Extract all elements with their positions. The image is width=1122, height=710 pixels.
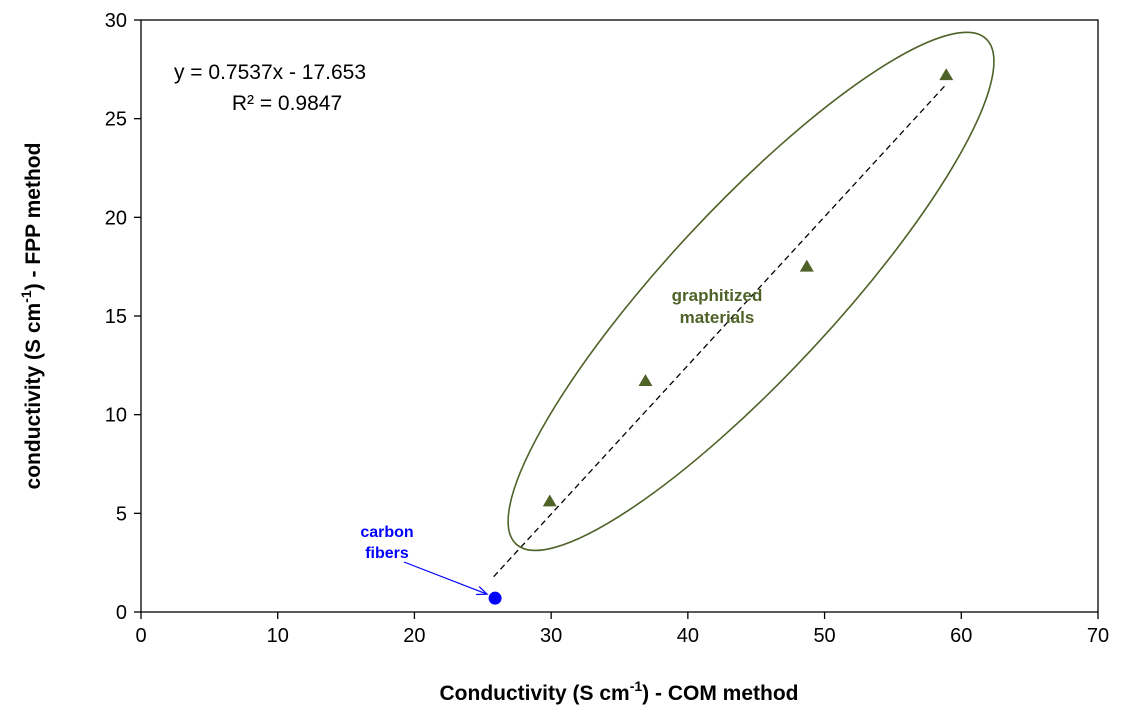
- x-tick-label: 70: [1087, 625, 1109, 647]
- y-tick-label: 25: [105, 109, 127, 131]
- x-tick-label: 0: [135, 625, 146, 647]
- carbon-fibers-label-line2: fibers: [365, 545, 409, 562]
- y-tick-label: 5: [116, 503, 127, 525]
- trendline: [493, 83, 947, 578]
- annotations-layer: graphitized materials carbon fibers: [360, 286, 763, 596]
- graphitized-label-line1: graphitized: [672, 286, 763, 305]
- y-tick-label: 15: [105, 306, 127, 328]
- x-axis-title: Conductivity (S cm-1) - COM method: [440, 678, 799, 705]
- x-tick-label: 20: [403, 625, 425, 647]
- x-tick-label: 40: [677, 625, 699, 647]
- trendline-equation: y = 0.7537x - 17.653: [174, 61, 366, 84]
- y-axis-title-tail: ) - FPP method: [22, 143, 45, 291]
- x-axis-title-sup: -1: [630, 678, 643, 694]
- carbon-fibers-arrow-line: [403, 561, 488, 595]
- x-tick-label: 50: [813, 625, 835, 647]
- graphitized-label-line2: materials: [680, 308, 755, 327]
- carbon-fibers-label-line1: carbon: [360, 524, 413, 541]
- x-tick-label: 10: [267, 625, 289, 647]
- y-tick-label: 30: [105, 10, 127, 32]
- triangle-data-point: [799, 259, 814, 272]
- triangle-data-point: [542, 494, 557, 507]
- y-tick-label: 10: [105, 405, 127, 427]
- graphitized-group-ellipse: [507, 31, 995, 552]
- r-squared-label: R² = 0.9847: [232, 92, 342, 115]
- points-layer: [488, 68, 954, 605]
- x-axis-title-tail: ) - COM method: [642, 682, 798, 705]
- trendline-layer: [493, 83, 947, 578]
- triangle-data-point: [638, 374, 653, 387]
- x-axis-title-main: Conductivity (S cm: [440, 682, 630, 705]
- carbon-fibers-arrow-head: [476, 586, 489, 596]
- y-tick-label: 20: [105, 207, 127, 229]
- y-axis-title-sup: -1: [18, 290, 34, 303]
- circle-data-point: [488, 591, 502, 605]
- x-tick-label: 60: [950, 625, 972, 647]
- group-ellipse-layer: [507, 31, 995, 552]
- y-tick-label: 0: [116, 602, 127, 624]
- y-axis-title-main: conductivity (S cm: [22, 303, 45, 490]
- triangle-data-point: [939, 68, 954, 81]
- x-tick-label: 30: [540, 625, 562, 647]
- ticks-layer: 0 10 20 30 40 50 60 70 0 5 10 15 20 25 30: [105, 10, 1109, 647]
- y-axis-title: conductivity (S cm-1) - FPP method: [18, 143, 45, 490]
